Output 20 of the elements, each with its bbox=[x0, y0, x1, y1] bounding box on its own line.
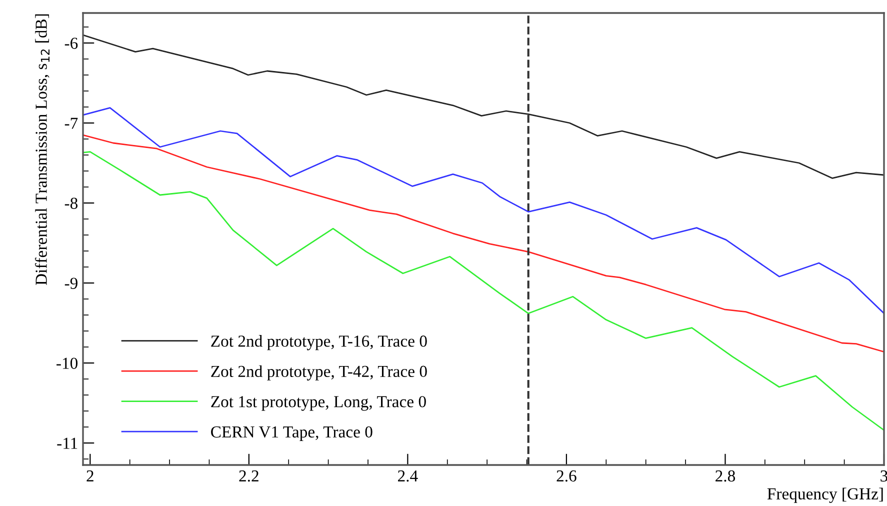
y-tick-label: -6 bbox=[64, 38, 78, 49]
x-tick-label: 2.4 bbox=[398, 470, 418, 482]
x-tick-label: 2.2 bbox=[239, 470, 258, 482]
line-series bbox=[83, 107, 884, 314]
x-axis-title: Frequency [GHz] bbox=[767, 488, 883, 503]
x-tick-label: 2.8 bbox=[716, 470, 736, 482]
y-tick-label: -10 bbox=[56, 358, 78, 369]
y-tick-label: -7 bbox=[64, 118, 78, 129]
legend-label: CERN V1 Tape, Trace 0 bbox=[211, 426, 372, 441]
y-tick-label: -9 bbox=[64, 278, 78, 289]
x-tick-label: 2 bbox=[86, 470, 94, 482]
line-series bbox=[83, 134, 884, 352]
legend-label: Zot 2nd prototype, T-42, Trace 0 bbox=[211, 365, 427, 380]
x-tick-label: 2.6 bbox=[556, 470, 576, 482]
y-tick-label: -11 bbox=[57, 438, 78, 449]
y-axis-title: Differential Transmission Loss, s$_{12}$ [dB] bbox=[34, 14, 50, 286]
y-tick-label: -8 bbox=[64, 198, 78, 209]
legend-label: Zot 2nd prototype, T-16, Trace 0 bbox=[211, 335, 427, 350]
legend-label: Zot 1st prototype, Long, Trace 0 bbox=[211, 396, 426, 411]
line-series bbox=[83, 34, 884, 179]
